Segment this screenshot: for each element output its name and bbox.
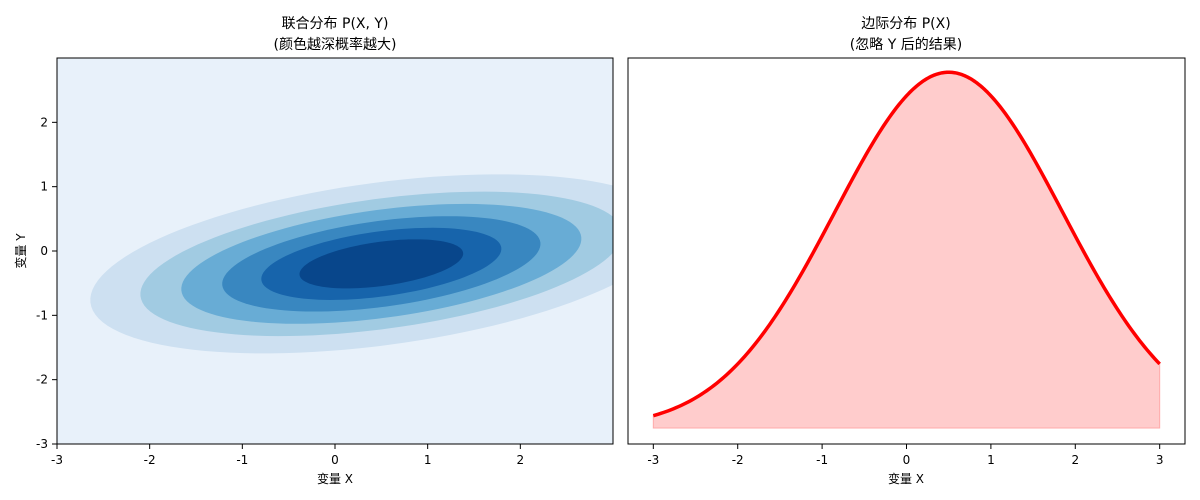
joint-chart-subtitle: (颜色越深概率越大)	[274, 36, 397, 53]
joint-x-tick-label: -1	[236, 453, 248, 467]
marginal-x-axis-ticks: -3 -2 -1 0 1 2 3	[647, 444, 1164, 467]
joint-y-axis-ticks: -3 -2 -1 0 1 2	[36, 115, 57, 451]
joint-contours	[90, 174, 613, 354]
marginal-x-tick-label: 1	[987, 453, 995, 467]
joint-distribution-chart: -3 -2 -1 0 1 2 -3 -2 -1 0 1 2 联合分布 P(X, Y) (颜色越深概率…	[13, 16, 614, 486]
joint-y-tick-label: 1	[40, 180, 48, 194]
joint-y-axis-label: 变量 Y	[13, 233, 28, 269]
joint-x-tick-label: 2	[517, 453, 525, 467]
joint-x-axis-ticks: -3 -2 -1 0 1 2	[51, 444, 524, 467]
marginal-x-tick-label: -3	[647, 453, 659, 467]
marginal-chart-title: 边际分布 P(X)	[861, 16, 950, 32]
marginal-x-tick-label: 2	[1071, 453, 1079, 467]
marginal-x-tick-label: 3	[1156, 453, 1164, 467]
joint-x-tick-label: -3	[51, 453, 63, 467]
marginal-distribution-chart: -3 -2 -1 0 1 2 3 边际分布 P(X) (忽略 Y 后的结果) 变量 X	[627, 16, 1186, 486]
joint-x-tick-label: -2	[144, 453, 156, 467]
marginal-x-axis-label: 变量 X	[888, 471, 924, 486]
marginal-x-tick-label: -1	[816, 453, 828, 467]
joint-x-tick-label: 1	[424, 453, 432, 467]
joint-y-tick-label: -1	[36, 308, 48, 322]
joint-y-tick-label: -3	[36, 437, 48, 451]
joint-y-tick-label: -2	[36, 373, 48, 387]
joint-x-axis-label: 变量 X	[317, 471, 353, 486]
joint-chart-title: 联合分布 P(X, Y)	[282, 16, 389, 32]
joint-y-tick-label: 2	[40, 115, 48, 129]
joint-y-tick-label: 0	[40, 244, 48, 258]
contour-level-6	[299, 239, 464, 289]
marginal-density-line	[652, 70, 1161, 418]
marginal-x-tick-label: 0	[903, 453, 911, 467]
marginal-x-tick-label: -2	[732, 453, 744, 467]
marginal-chart-subtitle: (忽略 Y 后的结果)	[850, 37, 962, 53]
joint-x-tick-label: 0	[331, 453, 339, 467]
